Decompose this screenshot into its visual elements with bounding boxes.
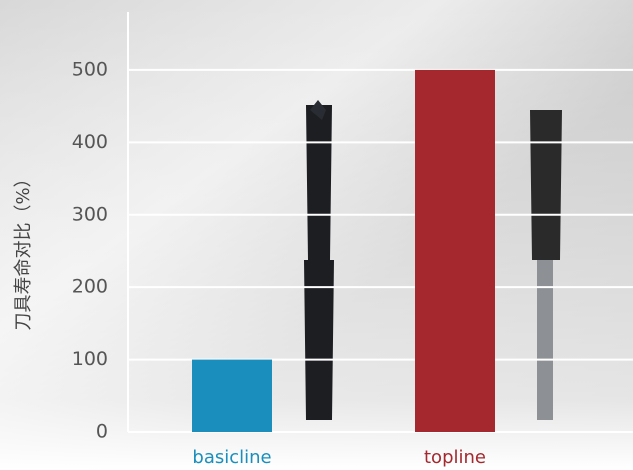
y-axis-title: 刀具寿命对比（%） (13, 169, 34, 330)
bar (415, 69, 495, 433)
tool-image (530, 110, 562, 420)
y-tick-label: 0 (96, 421, 108, 443)
x-tick-label: basicline (192, 447, 271, 468)
x-tick-label: topline (424, 447, 486, 468)
y-tick-label: 500 (72, 58, 108, 80)
y-tick-label: 200 (72, 276, 108, 298)
bar (192, 359, 272, 432)
y-tick-label: 400 (72, 131, 108, 153)
y-tick-label: 300 (72, 203, 108, 225)
y-tick-label: 100 (72, 348, 108, 370)
tool-image (304, 100, 334, 420)
